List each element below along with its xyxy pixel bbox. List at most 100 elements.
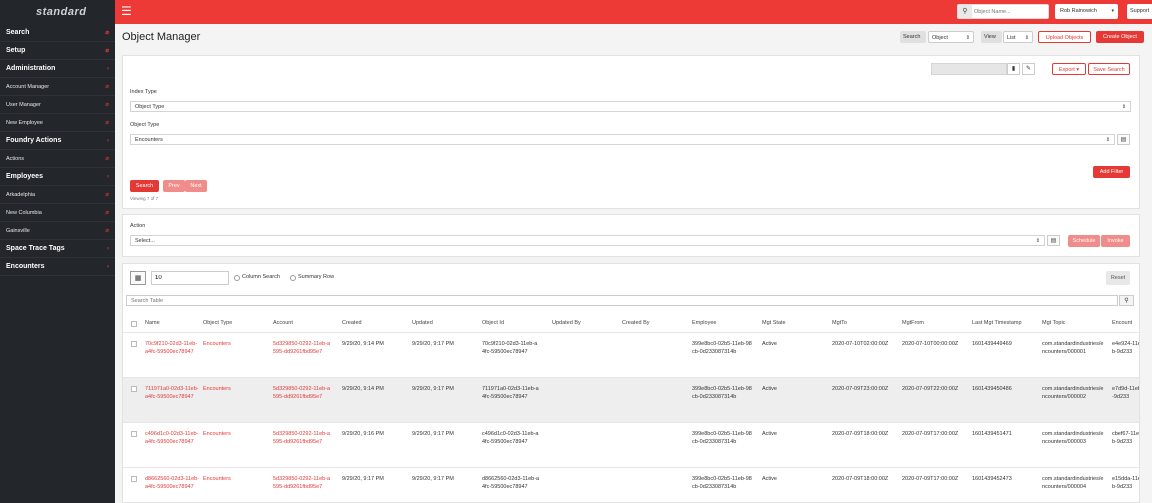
object-search-input[interactable]	[974, 6, 1046, 17]
sidebar-item-space-trace-tags[interactable]: Space Trace Tags ›	[0, 240, 115, 258]
action-panel: Action Select... ⇕ ▤ Schedule Invoke	[122, 214, 1140, 257]
search-icon[interactable]: ⚲	[1119, 295, 1134, 306]
cell-object-type[interactable]: Encounters	[203, 341, 231, 347]
row-checkbox[interactable]	[131, 341, 137, 347]
sidebar-item-setup[interactable]: Setup ⌀	[0, 42, 115, 60]
column-header[interactable]: Name	[145, 320, 160, 326]
edit-icon[interactable]: ✎	[1022, 63, 1035, 75]
cell-name[interactable]: 711971a0-02d3-11eb-a4fc-59500ec78947	[145, 386, 199, 400]
table-row[interactable]: c496d1c0-02d3-11eb-a4fc-59500ec78947 Enco…	[123, 422, 1140, 467]
index-type-select[interactable]: Object Type ⇕	[130, 101, 1131, 112]
sidebar-item-new-employee[interactable]: New Employee ⌀	[0, 114, 115, 132]
action-select[interactable]: Select... ⇕	[130, 235, 1045, 246]
cell-mgt-state: Active	[762, 386, 777, 392]
sidebar-item-label: New Employee	[6, 120, 43, 126]
schedule-button[interactable]: Schedule	[1068, 235, 1100, 247]
sidebar-item-account-manager[interactable]: Account Manager ⌀	[0, 78, 115, 96]
column-header[interactable]: Object Id	[482, 320, 505, 326]
add-filter-button[interactable]: Add Filter	[1093, 166, 1130, 178]
view-mode-select[interactable]: List ⇕	[1003, 31, 1033, 43]
column-header[interactable]: Employee	[692, 320, 717, 326]
table-search-input[interactable]	[126, 295, 1118, 306]
saved-search-field[interactable]	[931, 63, 1007, 75]
chevron-down-icon: ▾	[1111, 8, 1114, 14]
select-all-checkbox[interactable]	[131, 321, 137, 327]
cell-created-by	[622, 385, 682, 419]
bookmark-icon[interactable]: ▮	[1007, 63, 1020, 75]
link-icon: ⌀	[105, 192, 109, 198]
cell-account[interactable]: 5d329850-0292-11eb-a595-dd9261fbd95e7	[273, 476, 331, 490]
upload-objects-button[interactable]: Upload Objects	[1038, 31, 1091, 43]
reset-button[interactable]: Reset	[1106, 271, 1130, 285]
sidebar-item-foundry-actions[interactable]: Foundry Actions ›	[0, 132, 115, 150]
cell-name[interactable]: c496d1c0-02d3-11eb-a4fc-59500ec78947	[145, 431, 199, 445]
cell-account[interactable]: 5d329850-0292-11eb-a595-dd9261fbd95e7	[273, 341, 331, 355]
cell-mgt-to: 2020-07-09T23:00:00Z	[832, 386, 889, 392]
column-header[interactable]: Created	[342, 320, 362, 326]
column-header[interactable]: Updated By	[552, 320, 581, 326]
column-header[interactable]: Created By	[622, 320, 650, 326]
column-header[interactable]: MgtTo	[832, 320, 847, 326]
table-row[interactable]: 70c9f210-02d3-11eb-a4fc-59500ec78947 Enco…	[123, 332, 1139, 377]
export-button[interactable]: Export ▾	[1052, 63, 1086, 75]
user-menu[interactable]: Rob Rainowich ▾	[1055, 4, 1118, 19]
next-button[interactable]: Next	[185, 180, 207, 192]
sidebar-item-gainsville[interactable]: Gainsville ⌀	[0, 222, 115, 240]
sidebar-item-new-columbia[interactable]: New Columbia ⌀	[0, 204, 115, 222]
sidebar-item-user-manager[interactable]: User Manager ⌀	[0, 96, 115, 114]
row-checkbox[interactable]	[131, 386, 137, 392]
column-header[interactable]: Updated	[412, 320, 433, 326]
cell-mgt-state: Active	[762, 431, 777, 437]
cell-object-type[interactable]: Encounters	[203, 386, 231, 392]
table-row[interactable]: 711971a0-02d3-11eb-a4fc-59500ec78947 Enco…	[123, 377, 1139, 422]
cell-name[interactable]: d8662560-02d3-11eb-a4fc-59500ec78947	[145, 476, 200, 490]
sidebar-item-encounters[interactable]: Encounters ›	[0, 258, 115, 276]
column-header[interactable]: MgtFrom	[902, 320, 924, 326]
row-checkbox[interactable]	[131, 431, 137, 437]
cell-mgt-topic: com.standardindustries/encounters/000004	[1042, 476, 1104, 490]
keyboard-icon[interactable]: ▤	[1047, 235, 1060, 246]
results-table: ▦ Column Search Summary Row Reset ⚲ Name…	[122, 263, 1140, 503]
column-header[interactable]: Encount	[1112, 320, 1133, 326]
column-header[interactable]: Account	[273, 320, 293, 326]
object-search[interactable]: ⚲	[957, 4, 1049, 19]
chevron-down-icon: ⇕	[1024, 35, 1029, 41]
support-button[interactable]: Support	[1127, 4, 1152, 19]
search-mode-select[interactable]: Object ⇕	[928, 31, 974, 43]
cell-created: 9/29/20, 9:16 PM	[342, 431, 384, 437]
table-settings-icon[interactable]: ▦	[130, 271, 146, 285]
cell-name[interactable]: 70c9f210-02d3-11eb-a4fc-59500ec78947	[145, 341, 198, 355]
cell-updated: 9/29/20, 9:17 PM	[412, 341, 454, 347]
cell-object-type[interactable]: Encounters	[203, 431, 231, 437]
page-size-input[interactable]	[151, 271, 229, 285]
invoke-button[interactable]: Invoke	[1101, 235, 1130, 247]
prev-button[interactable]: Prev	[163, 180, 185, 192]
cell-encount: cbef67-11eb-9d233	[1112, 431, 1140, 445]
keyboard-icon[interactable]: ▤	[1117, 134, 1130, 145]
column-search-toggle[interactable]	[234, 275, 240, 281]
cell-employee: 399e8bc0-02b5-11eb-98cb-0d233087314b	[692, 431, 752, 445]
table-row[interactable]: d8662560-02d3-11eb-a4fc-59500ec78947 Enco…	[123, 467, 1139, 502]
sidebar-item-search[interactable]: Search ⌀	[0, 24, 115, 42]
sidebar-item-administration[interactable]: Administration ›	[0, 60, 115, 78]
column-header[interactable]: Mgt State	[762, 320, 786, 326]
menu-icon[interactable]: ☰	[121, 4, 132, 18]
search-button[interactable]: Search	[130, 180, 159, 192]
column-header[interactable]: Object Type	[203, 320, 233, 326]
cell-account[interactable]: 5d329850-0292-11eb-a595-dd9261fbd95e7	[273, 431, 331, 445]
column-header[interactable]: Last Mgt Timestamp	[972, 320, 1022, 326]
save-search-button[interactable]: Save Search	[1088, 63, 1130, 75]
cell-account[interactable]: 5d329850-0292-11eb-a595-dd9261fbd95e7	[273, 386, 331, 400]
row-checkbox[interactable]	[131, 476, 137, 482]
search-icon[interactable]: ⚲	[958, 5, 972, 18]
sidebar-item-arkadelphia[interactable]: Arkadelphia ⌀	[0, 186, 115, 204]
create-object-button[interactable]: Create Object	[1096, 31, 1144, 43]
column-header[interactable]: Mgt Topic	[1042, 320, 1066, 326]
link-icon: ⌀	[105, 120, 109, 126]
summary-row-toggle[interactable]	[290, 275, 296, 281]
sidebar-item-employees[interactable]: Employees ›	[0, 168, 115, 186]
object-type-select[interactable]: Encounters ⇕	[130, 134, 1115, 145]
cell-object-type[interactable]: Encounters	[203, 476, 231, 482]
cell-updated-by	[552, 340, 612, 374]
sidebar-item-actions[interactable]: Actions ⌀	[0, 150, 115, 168]
